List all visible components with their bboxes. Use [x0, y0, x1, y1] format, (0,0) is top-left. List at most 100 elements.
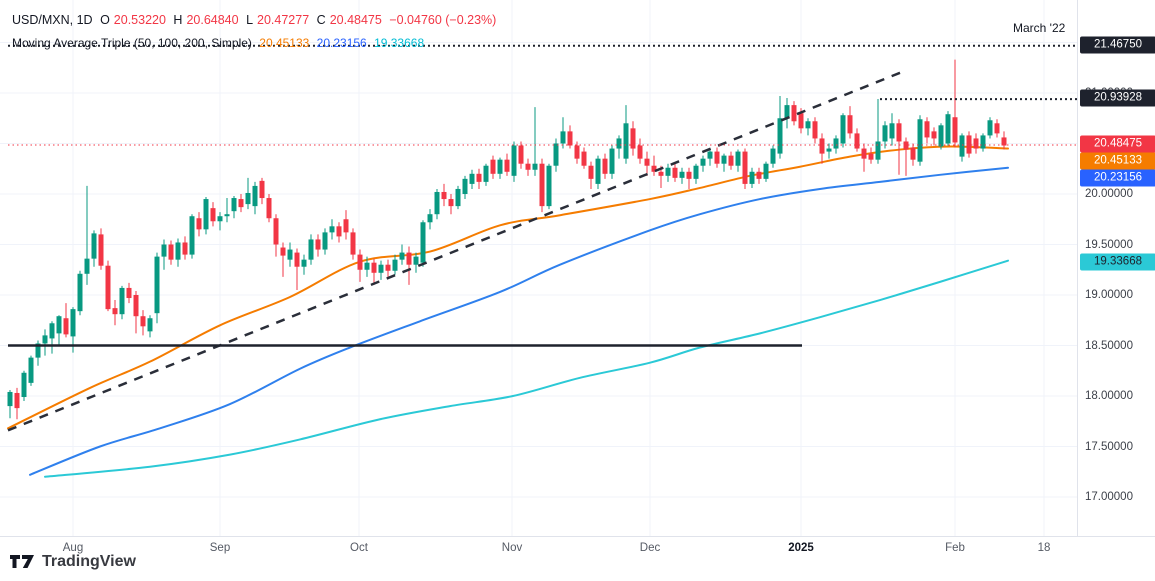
candle-body — [658, 171, 664, 176]
candle-body — [644, 158, 650, 166]
candle-body — [826, 148, 832, 152]
candle-body — [413, 256, 419, 265]
price-axis-label: 19.00000 — [1085, 289, 1133, 301]
candle-body — [168, 244, 174, 260]
high-label: H — [173, 13, 183, 27]
candle-body — [763, 163, 769, 179]
candle-body — [154, 256, 160, 314]
symbol-legend-row[interactable]: USD/MXN, 1D O 20.53220 H 20.64840 L 20.4727… — [12, 13, 500, 27]
sma100-value: 20.23156 — [316, 36, 367, 50]
candle-body — [812, 121, 818, 139]
candle-body — [210, 208, 216, 222]
candle-body — [63, 318, 69, 335]
candle-body — [343, 219, 349, 233]
low-label: L — [246, 13, 254, 27]
candle-body — [49, 323, 55, 339]
candle-body — [980, 135, 986, 149]
candle-body — [910, 147, 916, 160]
candle-body — [420, 222, 426, 263]
march-22-annotation: March '22 — [1013, 21, 1066, 35]
candle-body — [987, 120, 993, 136]
candle-body — [259, 180, 265, 199]
candle-body — [315, 239, 321, 250]
candle-body — [567, 131, 573, 146]
candle-body — [483, 165, 489, 182]
time-axis-label: Sep — [209, 542, 231, 554]
candle-body — [938, 125, 944, 147]
candle-body — [21, 372, 27, 398]
candle-body — [581, 151, 587, 166]
candle-body — [231, 198, 237, 212]
candle-body — [497, 159, 503, 174]
candle-body — [735, 151, 741, 166]
candle-body — [175, 242, 181, 260]
candle-body — [35, 343, 41, 358]
candle-body — [245, 192, 251, 205]
candle-body — [329, 226, 335, 233]
candle-body — [434, 191, 440, 215]
candle-body — [882, 125, 888, 142]
candle-body — [553, 143, 559, 166]
candle-body — [14, 392, 20, 409]
price-axis-label: 17.00000 — [1085, 491, 1133, 503]
tradingview-logo-icon — [10, 555, 34, 568]
tradingview-watermark-text: TradingView — [42, 553, 136, 570]
candle-body — [490, 159, 496, 174]
candle-body — [364, 262, 370, 270]
time-axis-label: 18 — [1037, 542, 1051, 554]
candle-body — [182, 242, 188, 255]
candle-body — [301, 259, 307, 267]
price-axis[interactable]: 21.0000020.0000019.5000019.0000018.50000… — [1077, 0, 1155, 536]
time-axis-label: 2025 — [788, 542, 814, 554]
candle-body — [112, 308, 118, 315]
price-badge: 21.46750 — [1080, 36, 1155, 54]
candle-body — [924, 121, 930, 138]
candle-body — [672, 167, 678, 178]
candle-body — [784, 105, 790, 119]
time-axis-label: Dec — [639, 542, 661, 554]
candle-body — [854, 133, 860, 149]
candle-body — [56, 316, 62, 334]
tradingview-watermark-link[interactable]: TradingView — [10, 553, 136, 571]
candle-body — [602, 158, 608, 174]
candle-body — [791, 105, 797, 122]
candle-body — [91, 233, 97, 259]
candle-body — [392, 259, 398, 271]
close-label: C — [316, 13, 326, 27]
candle-body — [70, 309, 76, 337]
indicator-legend-row[interactable]: Moving Average Triple (50, 100, 200, Sim… — [12, 36, 428, 50]
time-axis-label: Aug — [62, 542, 84, 554]
candle-body — [847, 115, 853, 134]
candle-body — [637, 145, 643, 159]
candle-body — [756, 171, 762, 179]
candle-body — [441, 191, 447, 200]
price-badge: 20.93928 — [1080, 89, 1155, 107]
candle-body — [448, 199, 454, 207]
candle-body — [266, 198, 272, 219]
candle-body — [511, 145, 517, 176]
ma-line-sma200[interactable] — [44, 259, 1009, 478]
candle-body — [378, 264, 384, 273]
candle-body — [896, 123, 902, 142]
trendline-drawing[interactable] — [7, 71, 901, 432]
candle-body — [273, 218, 279, 245]
high-value: 20.64840 — [186, 13, 239, 27]
candle-body — [686, 171, 692, 179]
price-badge: 20.48475 — [1080, 135, 1155, 153]
candle-body — [875, 141, 881, 160]
candle-body — [252, 185, 258, 207]
time-axis[interactable]: Aug Sep Oct Nov Dec 2025 Feb 18 — [0, 536, 1155, 559]
candle-body — [630, 128, 636, 149]
sma50-value: 20.45133 — [259, 36, 310, 50]
candle-body — [42, 335, 48, 344]
candle-body — [546, 165, 552, 207]
candle-body — [238, 199, 244, 208]
close-value: 20.48475 — [329, 13, 382, 27]
ma-line-sma100[interactable] — [29, 166, 1009, 476]
time-axis-label: Feb — [945, 542, 965, 554]
candle-body — [7, 391, 13, 407]
candle-body — [371, 262, 377, 273]
candle-body — [126, 287, 132, 299]
candle-body — [840, 115, 846, 144]
